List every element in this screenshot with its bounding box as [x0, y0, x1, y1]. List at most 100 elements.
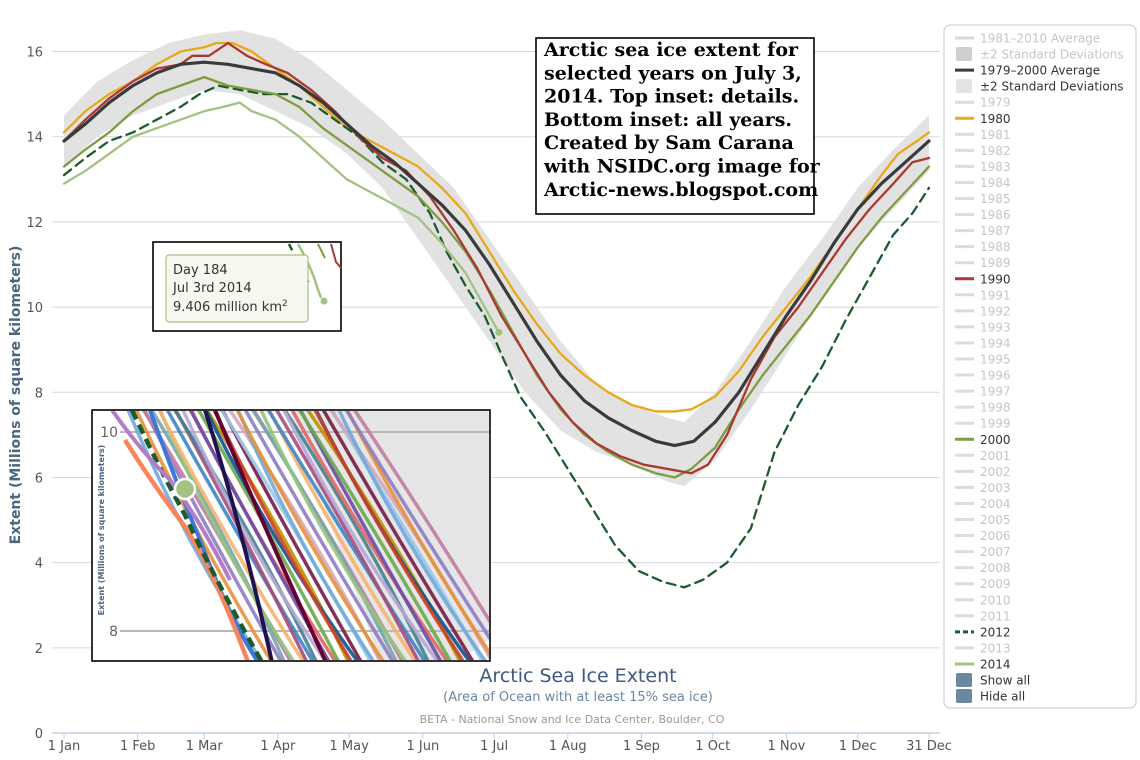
legend-item-1980[interactable]: 1980: [955, 112, 1011, 126]
legend-item-1981-2010-average[interactable]: 1981–2010 Average: [955, 32, 1100, 46]
y-tick-label: 0: [35, 727, 43, 742]
legend-label: 2012: [980, 625, 1011, 639]
annotation-line: Bottom inset: all years.: [544, 109, 792, 131]
legend-item-1994[interactable]: 1994: [955, 336, 1011, 350]
legend-item-1989[interactable]: 1989: [955, 256, 1011, 270]
legend-item-2008[interactable]: 2008: [955, 561, 1011, 575]
x-tick-label: 1 Feb: [120, 739, 155, 754]
series-line-2012[interactable]: [62, 84, 931, 589]
legend-label: 1981–2010 Average: [980, 32, 1100, 46]
legend-item-2004[interactable]: 2004: [955, 497, 1011, 511]
legend-item-1993[interactable]: 1993: [955, 320, 1011, 334]
x-tick-label: 1 Jan: [48, 739, 80, 754]
legend-label: 1991: [980, 288, 1011, 302]
inset-year-line: [321, 411, 475, 660]
std-dev-band-layer: [64, 30, 929, 486]
legend-label: 1982: [980, 144, 1011, 158]
x-tick-label: 1 Aug: [549, 739, 587, 754]
legend-label: 2000: [980, 433, 1011, 447]
legend-item-2013[interactable]: 2013: [955, 641, 1011, 655]
legend-item-2005[interactable]: 2005: [955, 513, 1011, 527]
legend-label: 1986: [980, 208, 1011, 222]
legend-swatch: [956, 79, 972, 94]
series-line-1979-2000-average[interactable]: [62, 60, 931, 448]
legend-label: 2005: [980, 513, 1011, 527]
legend-label: 1997: [980, 385, 1011, 399]
legend-item-2003[interactable]: 2003: [955, 481, 1011, 495]
x-tick-label: 1 Mar: [186, 739, 224, 754]
legend-item-2011[interactable]: 2011: [955, 609, 1011, 623]
legend-item-1985[interactable]: 1985: [955, 192, 1011, 206]
legend-label: 1980: [980, 112, 1011, 126]
y-tick-label: 8: [35, 386, 43, 401]
series-line-2014[interactable]: [62, 101, 501, 334]
y-axis-label: Extent (Millions of square kilometers): [8, 246, 24, 545]
inset-year-line: [344, 411, 489, 641]
legend-label: 1979–2000 Average: [980, 64, 1100, 78]
inset-y-label: Extent (Millions of square kilometers): [97, 445, 106, 616]
legend-item-1983[interactable]: 1983: [955, 160, 1011, 174]
legend-item-2002[interactable]: 2002: [955, 465, 1011, 479]
legend-item-2006[interactable]: 2006: [955, 529, 1011, 543]
inset-year-line-2012: [129, 411, 264, 660]
legend-item-1991[interactable]: 1991: [955, 288, 1011, 302]
legend-item-1982[interactable]: 1982: [955, 144, 1011, 158]
legend-item-2-standard-deviations[interactable]: ±2 Standard Deviations: [956, 47, 1124, 62]
legend-item-2009[interactable]: 2009: [955, 577, 1011, 591]
legend-item-2000[interactable]: 2000: [955, 433, 1011, 447]
legend-item-1979-2000-average[interactable]: 1979–2000 Average: [955, 64, 1100, 78]
chart-subtitle: (Area of Ocean with at least 15% sea ice…: [443, 690, 713, 705]
legend-item-2014[interactable]: 2014: [955, 657, 1011, 671]
legend-item-2007[interactable]: 2007: [955, 545, 1011, 559]
legend-label: 2011: [980, 609, 1011, 623]
legend-label: 1998: [980, 401, 1011, 415]
inset-year-line: [298, 411, 452, 660]
series-line-1990[interactable]: [62, 41, 931, 475]
legend-label: 2003: [980, 481, 1011, 495]
x-tick-label: 1 Nov: [768, 739, 806, 754]
legend-item-1988[interactable]: 1988: [955, 240, 1011, 254]
legend-item-2-standard-deviations[interactable]: ±2 Standard Deviations: [956, 79, 1124, 94]
legend-item-1998[interactable]: 1998: [955, 401, 1011, 415]
legend-label: 2001: [980, 449, 1011, 463]
legend-item-hide-all[interactable]: Hide all: [956, 689, 1025, 704]
inset-year-lines: [110, 411, 489, 660]
legend-item-1997[interactable]: 1997: [955, 385, 1011, 399]
legend-item-1984[interactable]: 1984: [955, 176, 1011, 190]
inset-year-line: [282, 411, 439, 660]
legend-item-1986[interactable]: 1986: [955, 208, 1011, 222]
legend-item-2012[interactable]: 2012: [955, 625, 1011, 639]
legend-label: 1984: [980, 176, 1011, 190]
legend: 1981–2010 Average ±2 Standard Deviations 1…: [943, 24, 1137, 709]
legend-label: 2006: [980, 529, 1011, 543]
legend-item-1979[interactable]: 1979: [955, 96, 1011, 110]
legend-item-1990[interactable]: 1990: [955, 272, 1011, 286]
inset-year-line: [203, 411, 274, 660]
x-tick-label: 1 May: [330, 739, 370, 754]
annotation-line: selected years on July 3,: [544, 62, 802, 84]
legend-label: 1994: [980, 336, 1011, 350]
series-layer: [62, 41, 931, 589]
legend-item-1992[interactable]: 1992: [955, 304, 1011, 318]
y-tick-label: 12: [26, 216, 43, 231]
inset-tick-8: 8: [109, 624, 118, 640]
annotation-box: Arctic sea ice extent for selected years …: [535, 37, 821, 215]
legend-item-1995[interactable]: 1995: [955, 353, 1011, 367]
tooltip-marker: [319, 296, 329, 306]
legend-item-2010[interactable]: 2010: [955, 593, 1011, 607]
legend-item-1996[interactable]: 1996: [955, 369, 1011, 383]
annotation-line: 2014. Top inset: details.: [544, 86, 799, 108]
annotation-line: with NSIDC.org image for: [543, 156, 821, 178]
annotation-text: Arctic sea ice extent for selected years …: [543, 39, 821, 201]
legend-item-1987[interactable]: 1987: [955, 224, 1011, 238]
inset-year-line: [204, 411, 359, 660]
series-2014-current-point[interactable]: [495, 328, 503, 336]
tooltip-line-value: 9.406 million km2: [173, 299, 288, 315]
legend-item-1999[interactable]: 1999: [955, 417, 1011, 431]
legend-item-show-all[interactable]: Show all: [956, 673, 1030, 688]
series-line-2000[interactable]: [62, 75, 931, 479]
legend-item-2001[interactable]: 2001: [955, 449, 1011, 463]
series-line-1980[interactable]: [62, 41, 931, 413]
legend-item-1981[interactable]: 1981: [955, 128, 1011, 142]
